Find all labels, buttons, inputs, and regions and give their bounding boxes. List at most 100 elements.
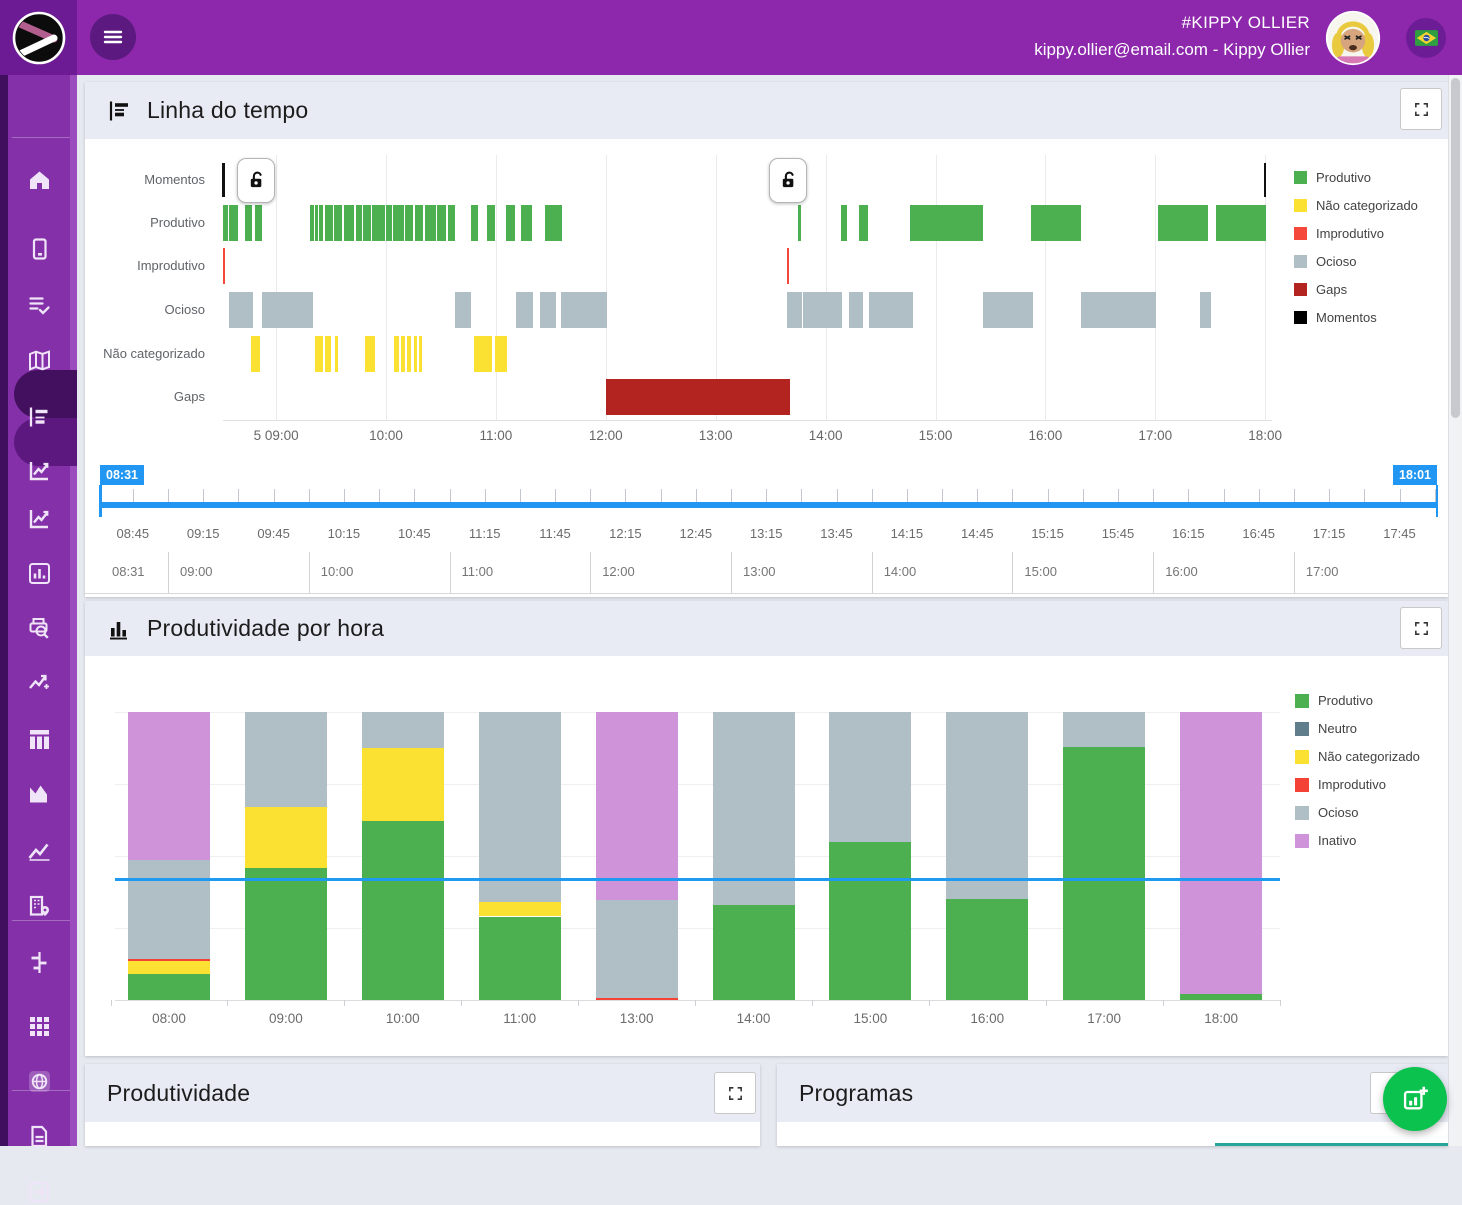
timeline-segment-produtivo[interactable] — [324, 205, 334, 241]
timeline-segment-ocioso[interactable] — [540, 292, 557, 328]
sidebar-item-columns-dashboard[interactable] — [26, 726, 52, 752]
legend-item-não-categorizado[interactable]: Não categorizado — [1295, 749, 1420, 764]
legend-item-produtivo[interactable]: Produtivo — [1294, 170, 1371, 185]
avatar[interactable] — [1325, 10, 1381, 66]
bar-segment-improdutivo[interactable] — [595, 997, 678, 1000]
timeline-segment-ocioso[interactable] — [515, 292, 534, 328]
timeline-segment-ocioso[interactable] — [228, 292, 254, 328]
sidebar-item-map[interactable] — [26, 348, 52, 374]
timeline-segment-produtivo[interactable] — [334, 205, 343, 241]
timeline-segment-ocioso[interactable] — [1080, 292, 1157, 328]
bar-segment-ocioso[interactable] — [1063, 712, 1146, 747]
timeline-segment-não-categorizado[interactable] — [250, 336, 260, 372]
bar-segment-produtivo[interactable] — [1063, 746, 1146, 1000]
sidebar-item-area-chart[interactable] — [26, 781, 52, 807]
timeline-segment-produtivo[interactable] — [386, 205, 392, 241]
bar-segment-ocioso[interactable] — [595, 899, 678, 998]
sidebar-item-timeline[interactable] — [26, 404, 52, 430]
timeline-segment-ocioso[interactable] — [982, 292, 1033, 328]
sidebar-item-company-location[interactable] — [26, 893, 52, 919]
bar-segment-inativo[interactable] — [128, 712, 210, 861]
timeline-segment-improdutivo[interactable] — [222, 248, 226, 284]
bar-segment-inativo[interactable] — [1180, 712, 1263, 995]
legend-item-não-categorizado[interactable]: Não categorizado — [1294, 198, 1418, 213]
slider-start-label[interactable]: 08:31 — [100, 465, 144, 485]
productivity-expand-button[interactable] — [714, 1072, 756, 1114]
bar-segment-ocioso[interactable] — [361, 712, 444, 748]
timeline-segment-não-categorizado[interactable] — [473, 336, 492, 372]
timeline-segment-produtivo[interactable] — [344, 205, 355, 241]
timeline-segment-produtivo[interactable] — [255, 205, 262, 241]
slider-track[interactable] — [100, 502, 1437, 508]
sidebar-item-kiosk[interactable] — [26, 236, 52, 262]
bar-segment-inativo[interactable] — [595, 712, 678, 900]
legend-item-inativo[interactable]: Inativo — [1295, 833, 1356, 848]
timeline-segment-ocioso[interactable] — [848, 292, 863, 328]
brand-logo[interactable] — [0, 0, 77, 75]
sidebar-item-print-search[interactable] — [26, 615, 52, 641]
timeline-segment-produtivo[interactable] — [371, 205, 385, 241]
sidebar-item-exit-logout[interactable] — [26, 1179, 52, 1205]
sidebar-item-web-globe[interactable] — [26, 1068, 52, 1094]
timeline-segment-ocioso[interactable] — [262, 292, 314, 328]
slider-handle-right-stem[interactable] — [1435, 485, 1438, 517]
bar-segment-produtivo[interactable] — [128, 974, 210, 1000]
bar-segment-produtivo[interactable] — [946, 899, 1029, 1000]
slider-end-label[interactable]: 18:01 — [1393, 465, 1437, 485]
timeline-segment-não-categorizado[interactable] — [413, 336, 418, 372]
sidebar-item-bar-chart[interactable] — [26, 560, 52, 586]
timeline-segment-não-categorizado[interactable] — [334, 336, 339, 372]
timeline-segment-produtivo[interactable] — [487, 205, 495, 241]
timeline-segment-ocioso[interactable] — [868, 292, 913, 328]
language-selector-button[interactable] — [1406, 18, 1446, 58]
bar-segment-ocioso[interactable] — [244, 712, 327, 807]
timeline-segment-produtivo[interactable] — [858, 205, 869, 241]
moment-lock-button[interactable] — [769, 158, 808, 203]
timeline-segment-produtivo[interactable] — [319, 205, 324, 241]
sidebar-item-apps-grid[interactable] — [26, 1013, 52, 1039]
bar-segment-ocioso[interactable] — [946, 712, 1029, 900]
hourly-expand-button[interactable] — [1400, 607, 1442, 649]
timeline-segment-ocioso[interactable] — [803, 292, 843, 328]
timeline-segment-produtivo[interactable] — [393, 205, 404, 241]
bar-segment-produtivo[interactable] — [1180, 994, 1263, 1000]
legend-item-improdutivo[interactable]: Improdutivo — [1294, 226, 1384, 241]
timeline-segment-ocioso[interactable] — [787, 292, 802, 328]
timeline-segment-produtivo[interactable] — [315, 205, 318, 241]
timeline-segment-produtivo[interactable] — [414, 205, 424, 241]
bar-segment-ocioso[interactable] — [128, 860, 210, 960]
sidebar-item-task-list[interactable] — [26, 292, 52, 318]
hamburger-menu-button[interactable] — [90, 14, 136, 60]
timeline-segment-produtivo[interactable] — [362, 205, 371, 241]
bar-segment-produtivo[interactable] — [712, 905, 795, 1000]
bar-segment-ocioso[interactable] — [829, 712, 912, 842]
legend-item-momentos[interactable]: Momentos — [1294, 310, 1377, 325]
timeline-segment-produtivo[interactable] — [424, 205, 436, 241]
timeline-segment-gaps[interactable] — [605, 379, 791, 415]
timeline-expand-button[interactable] — [1400, 88, 1442, 130]
timeline-segment-produtivo[interactable] — [447, 205, 456, 241]
legend-item-ocioso[interactable]: Ocioso — [1294, 254, 1356, 269]
timeline-segment-produtivo[interactable] — [798, 205, 801, 241]
timeline-segment-não-categorizado[interactable] — [401, 336, 406, 372]
bar-segment-produtivo[interactable] — [829, 841, 912, 1000]
timeline-segment-produtivo[interactable] — [470, 205, 479, 241]
bar-segment-ocioso[interactable] — [478, 712, 561, 903]
timeline-segment-ocioso[interactable] — [455, 292, 471, 328]
timeline-segment-não-categorizado[interactable] — [494, 336, 508, 372]
timeline-segment-produtivo[interactable] — [223, 205, 228, 241]
timeline-segment-não-categorizado[interactable] — [406, 336, 411, 372]
moment-marker[interactable] — [1263, 163, 1267, 197]
slider-handle-left-stem[interactable] — [99, 485, 102, 517]
legend-item-ocioso[interactable]: Ocioso — [1295, 805, 1358, 820]
bar-segment-ocioso[interactable] — [712, 712, 795, 905]
sidebar-item-chart-line-reports-alt[interactable] — [26, 506, 52, 532]
timeline-segment-produtivo[interactable] — [505, 205, 515, 241]
timeline-segment-improdutivo[interactable] — [786, 248, 789, 284]
timeline-segment-ocioso[interactable] — [560, 292, 607, 328]
moment-lock-button[interactable] — [237, 158, 276, 203]
timeline-segment-produtivo[interactable] — [1157, 205, 1209, 241]
timeline-segment-produtivo[interactable] — [1215, 205, 1267, 241]
timeline-segment-produtivo[interactable] — [841, 205, 847, 241]
bar-segment-não-categorizado[interactable] — [478, 902, 561, 917]
